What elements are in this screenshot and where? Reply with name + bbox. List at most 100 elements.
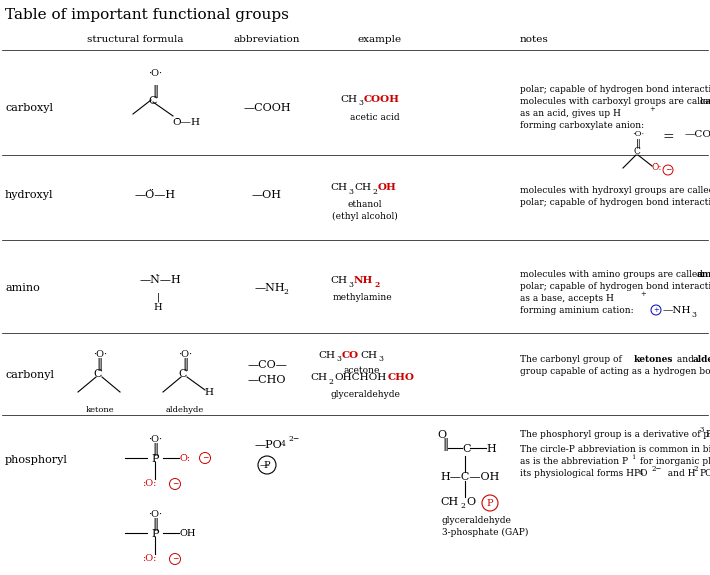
Text: −: −	[172, 480, 178, 488]
Text: phosphoryl: phosphoryl	[5, 455, 68, 465]
Text: —NH: —NH	[255, 283, 285, 293]
Text: PO: PO	[699, 469, 710, 478]
Text: CH: CH	[318, 351, 335, 359]
Text: carboxyl: carboxyl	[5, 103, 53, 113]
Text: P: P	[151, 529, 159, 539]
Text: −: −	[202, 454, 208, 462]
Text: i: i	[633, 453, 635, 461]
Text: —COOH: —COOH	[244, 103, 291, 113]
Text: 3: 3	[691, 311, 696, 319]
Text: amino: amino	[5, 283, 40, 293]
Text: CHO: CHO	[388, 374, 415, 382]
Text: —: —	[260, 461, 270, 470]
Text: Ö—H: Ö—H	[172, 118, 200, 127]
Text: |: |	[156, 292, 160, 301]
Text: CH: CH	[354, 183, 371, 193]
Text: +: +	[649, 105, 655, 113]
Text: as is the abbreviation P: as is the abbreviation P	[520, 457, 628, 466]
Text: molecules with amino groups are called: molecules with amino groups are called	[520, 270, 706, 279]
Text: CH: CH	[330, 183, 347, 193]
Text: 2: 2	[694, 465, 699, 473]
Text: —CO—: —CO—	[247, 360, 287, 370]
Text: H—C—OH: H—C—OH	[440, 472, 499, 482]
Text: abbreviation: abbreviation	[234, 35, 300, 44]
Text: molecules with carboxyl groups are called: molecules with carboxyl groups are calle…	[520, 97, 710, 106]
Text: as a base, accepts H: as a base, accepts H	[520, 294, 614, 303]
Text: polar; capable of hydrogen bond interactions: polar; capable of hydrogen bond interact…	[520, 282, 710, 291]
Text: The phosphoryl group is a derivative of phosphoric acid, H: The phosphoryl group is a derivative of …	[520, 430, 710, 439]
Text: 3: 3	[348, 281, 353, 289]
Text: aldehydes: aldehydes	[693, 355, 710, 364]
Text: acetic acid: acetic acid	[350, 113, 400, 122]
Text: aldehyde: aldehyde	[166, 406, 204, 414]
Text: ÖH: ÖH	[179, 529, 195, 538]
Text: group capable of acting as a hydrogen bond acceptor: group capable of acting as a hydrogen bo…	[520, 367, 710, 376]
Text: 2: 2	[372, 188, 377, 196]
Text: and H: and H	[662, 469, 696, 478]
Text: ·O·: ·O·	[148, 435, 162, 444]
Text: +: +	[653, 306, 659, 314]
Text: =: =	[662, 130, 674, 144]
Text: hydroxyl: hydroxyl	[5, 190, 53, 200]
Text: ketones: ketones	[634, 355, 673, 364]
Text: —NH: —NH	[663, 306, 692, 315]
Text: PO: PO	[705, 430, 710, 439]
Text: 3-phosphate (GAP): 3-phosphate (GAP)	[442, 528, 528, 537]
Text: ‖: ‖	[97, 358, 103, 371]
Text: The circle-P abbreviation is common in biochemistry,: The circle-P abbreviation is common in b…	[520, 445, 710, 454]
Text: —CHO: —CHO	[248, 375, 286, 385]
Text: −: −	[172, 555, 178, 563]
Text: 3: 3	[378, 355, 383, 363]
Text: H: H	[486, 444, 496, 454]
Text: and: and	[674, 355, 697, 364]
Text: :O:: :O:	[143, 554, 158, 563]
Text: 3: 3	[700, 426, 704, 434]
Text: forming carboxylate anion:: forming carboxylate anion:	[520, 121, 644, 130]
Text: :O:: :O:	[143, 479, 158, 488]
Text: P: P	[151, 454, 159, 464]
Text: CH: CH	[330, 277, 347, 286]
Text: 2: 2	[328, 378, 333, 386]
Text: Ö:: Ö:	[179, 454, 190, 463]
Text: carboxylic acids: carboxylic acids	[700, 97, 710, 106]
Text: 3: 3	[348, 188, 353, 196]
Text: ketone: ketone	[86, 406, 114, 414]
Text: —Ṅ—H: —Ṅ—H	[140, 275, 182, 285]
Text: CH: CH	[440, 497, 458, 507]
Text: Ö:: Ö:	[651, 163, 662, 172]
Text: C: C	[633, 147, 640, 156]
Text: ‖: ‖	[442, 438, 448, 451]
Text: C: C	[179, 369, 187, 379]
Text: CO: CO	[342, 351, 359, 359]
Text: amines: amines	[697, 270, 710, 279]
Text: glyceraldehyde: glyceraldehyde	[330, 390, 400, 399]
Text: CH: CH	[340, 95, 357, 105]
Text: polar; capable of hydrogen bond interactions: polar; capable of hydrogen bond interact…	[520, 198, 710, 207]
Text: example: example	[358, 35, 402, 44]
Text: glyceraldehyde: glyceraldehyde	[442, 516, 512, 525]
Text: as an acid, gives up H: as an acid, gives up H	[520, 109, 621, 118]
Text: —PO: —PO	[255, 440, 283, 450]
Text: COOH: COOH	[364, 95, 400, 105]
Text: forming aminium cation:: forming aminium cation:	[520, 306, 633, 315]
Text: H: H	[204, 388, 213, 397]
Text: The carbonyl group of: The carbonyl group of	[520, 355, 625, 364]
Text: H: H	[153, 303, 163, 312]
Text: 4: 4	[281, 440, 286, 448]
Text: CH: CH	[310, 374, 327, 382]
Text: C: C	[149, 96, 157, 106]
Text: C: C	[462, 444, 471, 454]
Text: ·O·: ·O·	[632, 130, 644, 138]
Text: C: C	[94, 369, 102, 379]
Text: ·O·: ·O·	[93, 350, 107, 359]
Text: acetone: acetone	[344, 366, 380, 375]
Text: OHCHOH: OHCHOH	[334, 374, 386, 382]
Text: its physiological forms HPO: its physiological forms HPO	[520, 469, 648, 478]
Text: —OH: —OH	[252, 190, 282, 200]
Text: —Ö—H: —Ö—H	[134, 190, 175, 200]
Text: OH: OH	[378, 183, 397, 193]
Text: O: O	[437, 430, 447, 440]
Text: ‖: ‖	[635, 138, 640, 148]
Text: for inorganic phosphate in: for inorganic phosphate in	[637, 457, 710, 466]
Text: ·O·: ·O·	[148, 510, 162, 519]
